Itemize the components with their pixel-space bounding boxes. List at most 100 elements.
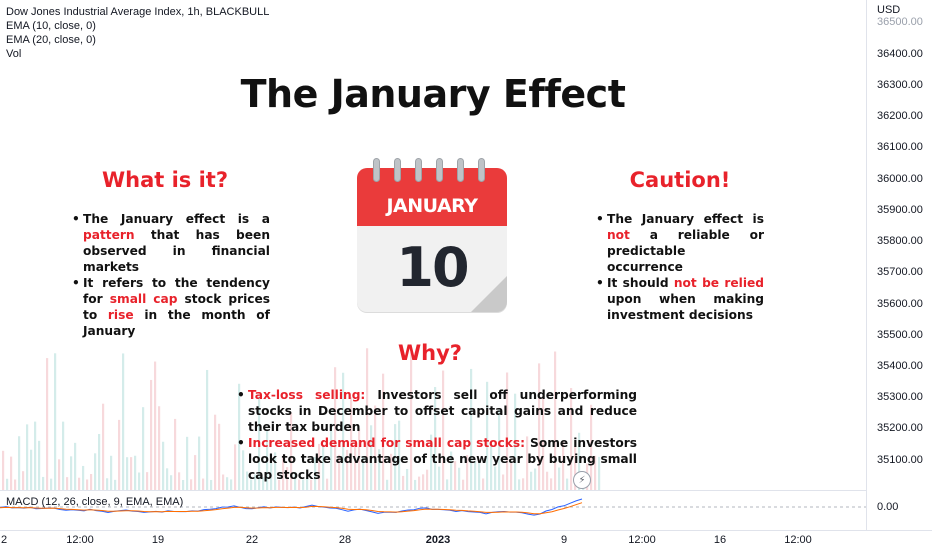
volume-bar (306, 476, 309, 490)
volume-bar (482, 478, 485, 490)
price-tick: 36200.00 (877, 110, 923, 122)
price-tick: 35900.00 (877, 204, 923, 216)
ema-10-legend[interactable]: EMA (10, close, 0) (6, 20, 96, 32)
price-scale[interactable]: USD 36500.00 36400.00 36300.00 36200.00 … (866, 0, 932, 530)
volume-legend[interactable]: Vol (6, 48, 22, 60)
time-tick: 9 (560, 534, 568, 546)
volume-bar (206, 369, 209, 490)
ema-20-legend[interactable]: EMA (20, close, 0) (6, 34, 96, 46)
volume-bar (2, 450, 5, 490)
volume-bar (30, 449, 33, 490)
time-axis[interactable]: 2 12:00 19 22 28 2023 9 12:00 16 12:00 (0, 530, 932, 550)
why-bullets: Tax-loss selling: Investors sell off und… (237, 387, 637, 483)
macd-plot (0, 498, 866, 516)
binder-ring-icon (373, 158, 380, 182)
price-tick: 35600.00 (877, 298, 923, 310)
why-bullet-2: Increased demand for small cap stocks: S… (237, 435, 637, 483)
volume-bar (210, 479, 213, 490)
macd-zero-label: 0.00 (877, 501, 899, 513)
volume-bar (326, 478, 329, 490)
volume-bar (446, 479, 449, 490)
volume-bar (38, 440, 41, 490)
binder-ring-icon (415, 158, 422, 182)
volume-bar (146, 472, 149, 490)
caution-bullet-2: It should not be relied upon when making… (596, 275, 764, 323)
volume-bar (130, 457, 133, 490)
time-tick: 12:00 (784, 534, 812, 546)
volume-bar (78, 477, 81, 490)
volume-bar (154, 361, 157, 490)
caution-bullets: The January effect is not a reliable or … (596, 211, 764, 323)
volume-bar (114, 479, 117, 490)
volume-bar (414, 479, 417, 490)
volume-bar (58, 459, 61, 490)
volume-bar (110, 455, 113, 490)
volume-bar (142, 407, 145, 490)
calendar-page: JANUARY 10 (357, 168, 507, 312)
volume-bar (10, 456, 13, 490)
volume-bar (166, 468, 169, 490)
what-bullets: The January effect is a pattern that has… (72, 211, 270, 339)
volume-bar (198, 436, 201, 490)
time-tick: 19 (151, 534, 165, 546)
volume-bar (94, 453, 97, 490)
volume-bar (118, 419, 121, 490)
volume-bar (134, 455, 137, 490)
volume-bar (50, 478, 53, 490)
signal-line (0, 502, 583, 515)
page-curl-icon (471, 276, 507, 312)
volume-bar (126, 457, 129, 490)
volume-bar (518, 479, 521, 490)
binder-ring-icon (457, 158, 464, 182)
volume-bar (102, 403, 105, 490)
volume-bar (22, 471, 25, 490)
volume-bar (550, 478, 553, 490)
volume-bar (46, 358, 49, 490)
price-tick: 36000.00 (877, 173, 923, 185)
price-tick: 36100.00 (877, 141, 923, 153)
macd-legend[interactable]: MACD (12, 26, close, 9, EMA, EMA) (6, 496, 184, 508)
volume-bar (186, 436, 189, 490)
volume-bar (62, 421, 65, 490)
infographic-title: The January Effect (240, 72, 626, 116)
volume-bar (18, 436, 21, 490)
volume-bar (182, 479, 185, 490)
time-tick: 12:00 (66, 534, 94, 546)
volume-bar (218, 423, 221, 490)
binder-ring-icon (478, 158, 485, 182)
volume-bar (310, 479, 313, 490)
volume-bar (86, 479, 89, 490)
volume-bar (178, 472, 181, 490)
calendar-icon: JANUARY 10 (357, 158, 507, 312)
price-tick: 35700.00 (877, 266, 923, 278)
binder-ring-icon (436, 158, 443, 182)
what-bullet-2: It refers to the tendency for small cap … (72, 275, 270, 339)
volume-bar (90, 474, 93, 490)
volume-bar (26, 424, 29, 490)
time-tick: 22 (245, 534, 259, 546)
volume-bar (162, 441, 165, 490)
time-tick-year: 2023 (425, 534, 451, 546)
price-tick: 36400.00 (877, 48, 923, 60)
what-heading: What is it? (101, 168, 229, 192)
volume-bar (170, 475, 173, 490)
pane-divider[interactable] (0, 490, 866, 491)
symbol-title[interactable]: Dow Jones Industrial Average Index, 1h, … (6, 6, 270, 18)
volume-bar (54, 353, 57, 490)
time-tick: 12:00 (628, 534, 656, 546)
price-tick: 35300.00 (877, 391, 923, 403)
volume-bar (250, 479, 253, 490)
volume-bar (522, 478, 525, 490)
price-tick: 36500.00 (877, 16, 923, 28)
time-tick: 28 (338, 534, 352, 546)
volume-bar (566, 478, 569, 490)
what-bullet-1: The January effect is a pattern that has… (72, 211, 270, 275)
volume-bar (42, 476, 45, 490)
volume-bar (194, 455, 197, 490)
volume-bar (158, 406, 161, 490)
volume-bar (226, 477, 229, 490)
currency-label[interactable]: USD (877, 4, 901, 16)
price-tick: 36300.00 (877, 79, 923, 91)
volume-bar (150, 379, 153, 490)
why-bullet-1: Tax-loss selling: Investors sell off und… (237, 387, 637, 435)
